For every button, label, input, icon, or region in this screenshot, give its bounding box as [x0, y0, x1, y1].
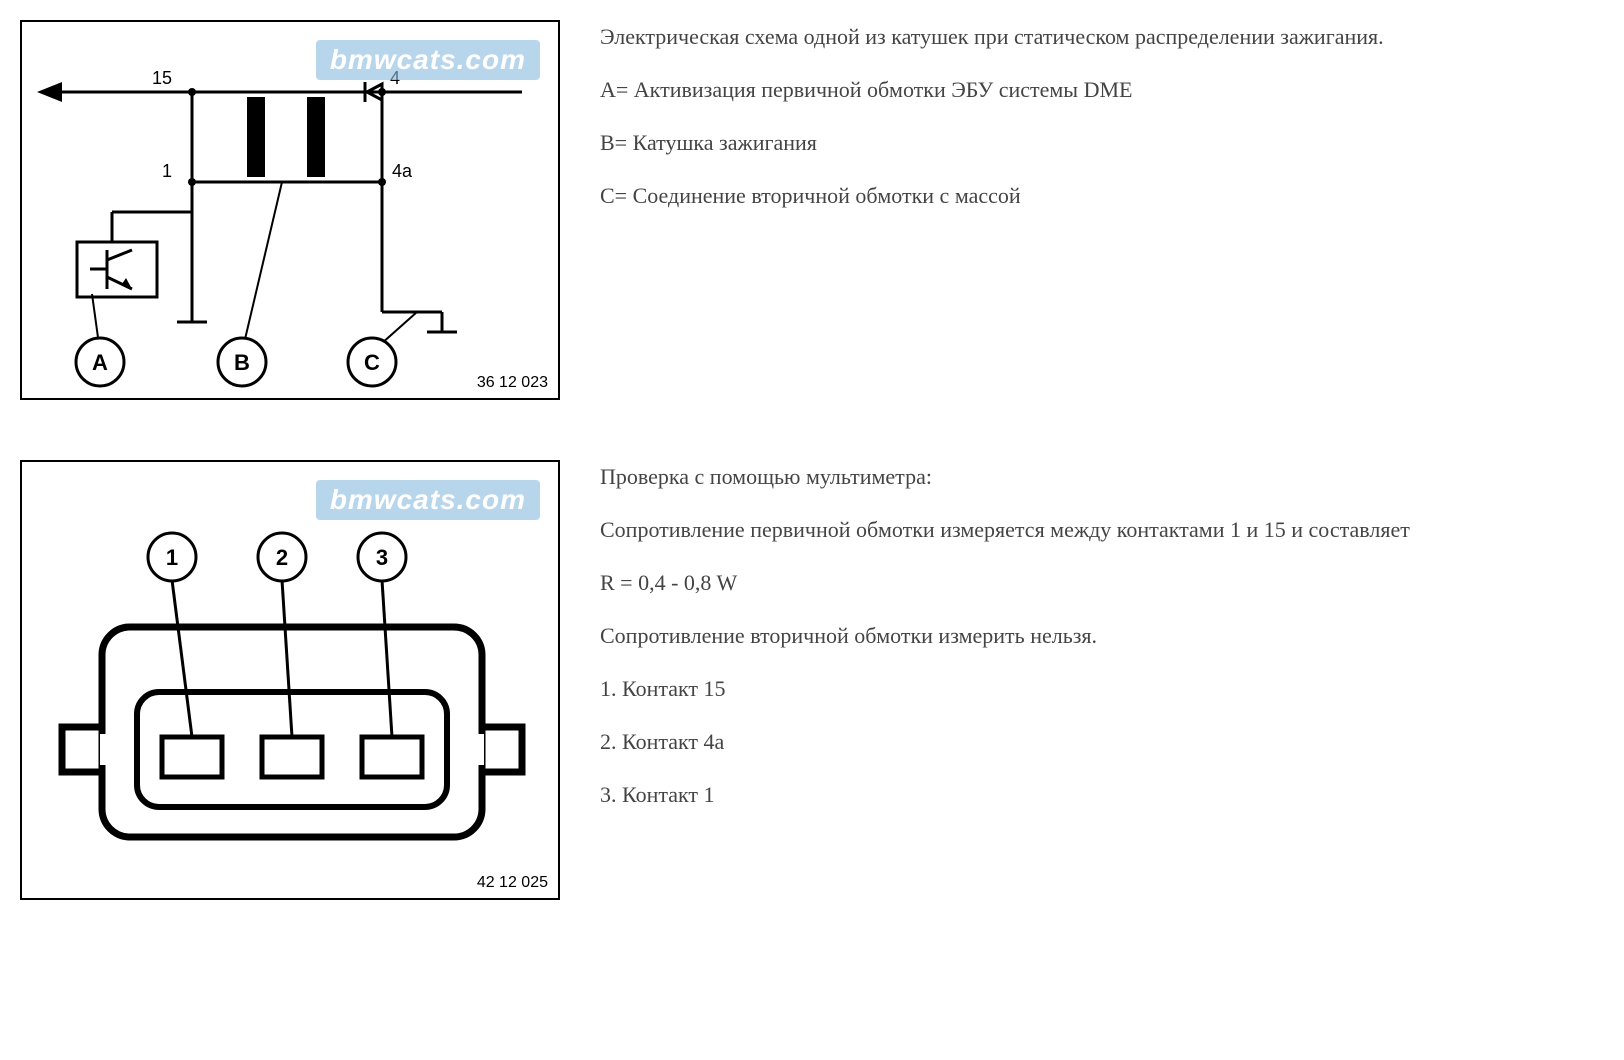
label-A: A	[92, 350, 108, 375]
diagram-2-ref: 42 12 025	[477, 874, 548, 892]
label-C: C	[364, 350, 380, 375]
contact-1: 1. Контакт 15	[600, 672, 1410, 705]
row-diagram-2: bmwcats.com 1 2	[20, 460, 1604, 900]
resistance-value: R = 0,4 - 0,8 W	[600, 566, 1410, 599]
diagram-1-frame: bmwcats.com 15 4 1 4a	[20, 20, 560, 400]
label-1: 1	[166, 545, 178, 570]
watermark-2: bmwcats.com	[316, 480, 540, 520]
legend-A: A= Активизация первичной обмотки ЭБУ сис…	[600, 73, 1384, 106]
watermark-1: bmwcats.com	[316, 40, 540, 80]
label-3: 3	[376, 545, 388, 570]
row-diagram-1: bmwcats.com 15 4 1 4a	[20, 20, 1604, 400]
multimeter-title: Проверка с помощью мультиметра:	[600, 460, 1410, 493]
intro-text: Электрическая схема одной из катушек при…	[600, 20, 1384, 53]
connector-diagram-svg: 1 2 3	[22, 462, 562, 902]
text-block-2: Проверка с помощью мультиметра: Сопротив…	[600, 460, 1410, 831]
legend-C: C= Соединение вторичной обмотки с массой	[600, 179, 1384, 212]
primary-resistance-text: Сопротивление первичной обмотки измеряет…	[600, 513, 1410, 546]
pin-1-label: 1	[162, 161, 172, 181]
secondary-resistance-text: Сопротивление вторичной обмотки измерить…	[600, 619, 1410, 652]
pin-15-label: 15	[152, 68, 172, 88]
diagram-1-ref: 36 12 023	[477, 374, 548, 392]
diagram-2-frame: bmwcats.com 1 2	[20, 460, 560, 900]
legend-B: B= Катушка зажигания	[600, 126, 1384, 159]
label-B: B	[234, 350, 250, 375]
contact-3: 3. Контакт 1	[600, 778, 1410, 811]
label-2: 2	[276, 545, 288, 570]
contact-2: 2. Контакт 4a	[600, 725, 1410, 758]
pin-4a-label: 4a	[392, 161, 413, 181]
text-block-1: Электрическая схема одной из катушек при…	[600, 20, 1384, 232]
